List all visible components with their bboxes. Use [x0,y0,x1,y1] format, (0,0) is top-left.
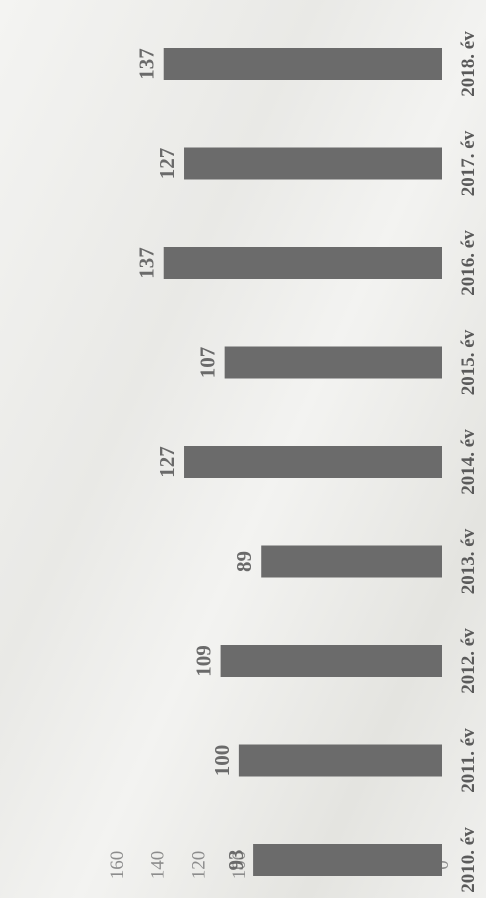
category-label: 2012. év [458,628,479,694]
bar [224,346,442,379]
bar [220,645,442,677]
data-label: 137 [135,48,159,80]
bar [184,446,442,478]
axis-tick-label: 0 [432,860,453,870]
category-axis: 2010. év 2011. év 2012. év 2013. év 2014. év… [458,31,479,893]
axis-tick-label: 100 [229,851,250,880]
data-labels: 93 100 109 89 127 107 137 127 137 [135,48,257,870]
data-label: 93 [224,850,248,871]
data-label: 100 [210,745,234,777]
bar [238,744,442,777]
category-label: 2011. év [458,728,479,793]
bar [163,48,442,80]
category-label: 2010. év [458,827,479,893]
data-label: 109 [192,645,216,677]
axis-tick-label: 160 [107,851,128,880]
bars [163,48,442,876]
category-label: 2018. év [458,31,479,97]
bar [253,844,442,876]
bar [163,247,442,279]
category-label: 2017. év [458,130,479,196]
axis-tick-label: 140 [148,851,169,880]
bar [261,545,442,578]
category-label: 2014. év [458,429,479,495]
data-label: 127 [155,148,179,180]
bar [184,147,442,180]
category-label: 2015. év [458,329,479,395]
category-label: 2013. év [458,528,479,594]
data-label: 89 [232,551,256,572]
data-label: 127 [155,446,179,478]
category-label: 2016. év [458,230,479,296]
data-label: 107 [196,347,220,379]
data-label: 137 [135,247,159,279]
axis-tick-label: 120 [188,851,209,880]
